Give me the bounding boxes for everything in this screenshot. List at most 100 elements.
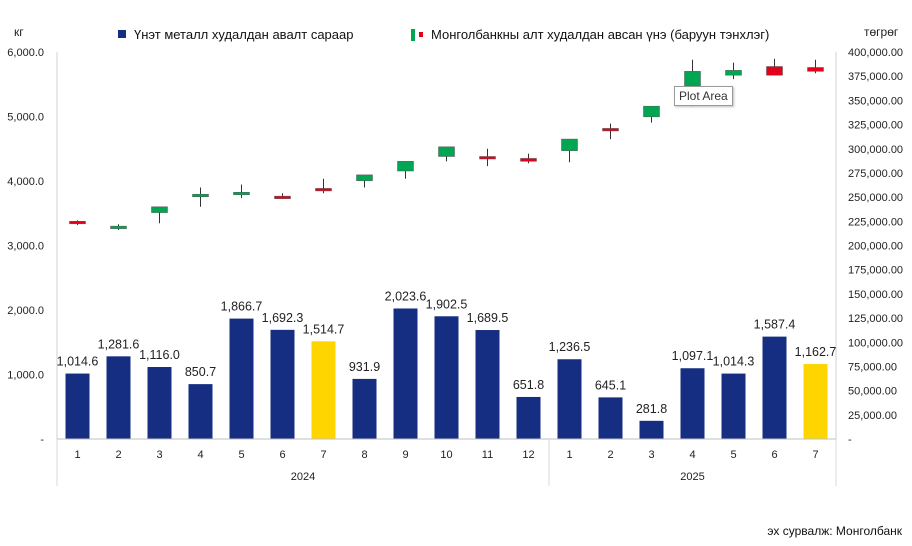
svg-text:кг: кг [14, 25, 24, 39]
legend-swatch-bars [118, 30, 126, 38]
bar [721, 373, 746, 439]
left-tick-label: 1,000.0 [7, 370, 44, 382]
month-tick-label: 4 [197, 449, 203, 461]
candle-down [274, 195, 291, 199]
month-tick-label: 1 [566, 449, 572, 461]
left-tick-label: 3,000.0 [7, 241, 44, 253]
candle-up [356, 174, 373, 181]
candle-down [479, 156, 496, 160]
bar-value-label: 850.7 [185, 365, 216, 379]
bar-value-label: 1,692.3 [262, 311, 304, 325]
left-tick-label: 5,000.0 [7, 112, 44, 124]
legend-swatch-candle-down [419, 32, 423, 37]
bar-value-label: 1,162.7 [795, 345, 837, 359]
bar-value-label: 281.8 [636, 402, 667, 416]
bar-value-label: 1,097.1 [672, 349, 714, 363]
right-tick-label: 375,000.00 [848, 71, 903, 83]
bar-value-label: 1,281.6 [98, 337, 140, 351]
bar [803, 364, 828, 439]
candle-down [69, 221, 86, 225]
month-tick-label: 6 [771, 449, 777, 461]
candle-up [151, 206, 168, 213]
bar [147, 367, 172, 439]
candlestick-series [69, 58, 824, 231]
left-tick-label: 6,000.0 [7, 47, 44, 59]
year-label: 2024 [291, 471, 315, 483]
bar [639, 420, 664, 439]
plot-area-tooltip: Plot Area [674, 86, 733, 106]
source-note: эх сурвалж: Монголбанк [767, 524, 902, 538]
month-tick-label: 1 [74, 449, 80, 461]
right-axis: 400,000.00 375,000.00 350,000.00 325,000.00… [835, 47, 903, 446]
bar-value-label: 1,014.3 [713, 355, 755, 369]
month-tick-label: 7 [320, 449, 326, 461]
candle-up [397, 161, 414, 172]
candle-down [520, 158, 537, 162]
bar-value-label: 651.8 [513, 378, 544, 392]
left-tick-label: 4,000.0 [7, 176, 44, 188]
bar-value-label: 1,236.5 [549, 340, 591, 354]
right-tick-label: 100,000.00 [848, 337, 903, 349]
bar [475, 330, 500, 439]
right-tick-label: 175,000.00 [848, 265, 903, 277]
candle-down [602, 128, 619, 132]
month-tick-label: 12 [522, 449, 534, 461]
right-tick-label: 50,000.00 [848, 386, 897, 398]
right-tick-label: 400,000.00 [848, 47, 903, 59]
year-label: 2025 [680, 471, 704, 483]
svg-text:төгрөг: төгрөг [864, 25, 899, 39]
right-tick-label: 300,000.00 [848, 144, 903, 156]
bar [188, 384, 213, 439]
bar [598, 397, 623, 439]
month-tick-label: 5 [238, 449, 244, 461]
left-axis: 6,000.0 5,000.0 4,000.0 3,000.0 2,000.0 1,000… [7, 47, 58, 446]
month-tick-label: 9 [402, 449, 408, 461]
month-tick-label: 8 [361, 449, 367, 461]
month-tick-label: 3 [648, 449, 654, 461]
bar [229, 318, 254, 439]
left-tick-label: - [40, 434, 44, 446]
legend-label-bars: Үнэт металл худалдан авалт сараар [134, 27, 353, 42]
right-tick-label: 150,000.00 [848, 289, 903, 301]
month-tick-label: 11 [482, 449, 493, 461]
month-tick-label: 10 [440, 449, 452, 461]
bar-series: 1,014.6 1,281.61,116.0 850.7 1,866.71,692.3… [57, 289, 837, 439]
bar-value-label: 931.9 [349, 360, 380, 374]
candle-down [315, 188, 332, 192]
bar [557, 359, 582, 439]
candle-up [561, 138, 578, 151]
bar-value-label: 1,514.7 [303, 322, 345, 336]
bar [680, 368, 705, 439]
bar [762, 336, 787, 439]
left-tick-label: 2,000.0 [7, 305, 44, 317]
right-tick-label: 75,000.00 [848, 361, 897, 373]
month-tick-label: 5 [730, 449, 736, 461]
candle-up [110, 225, 127, 229]
right-tick-label: 325,000.00 [848, 120, 903, 132]
month-tick-label: 7 [812, 449, 818, 461]
bar [516, 396, 541, 439]
bar [311, 341, 336, 439]
bar-value-label: 2,023.6 [385, 289, 427, 303]
bar-value-label: 645.1 [595, 378, 626, 392]
candle-up [643, 105, 660, 118]
candle-down [807, 67, 824, 72]
bar [393, 308, 418, 439]
right-tick-label: - [848, 434, 852, 446]
bar-value-label: 1,116.0 [139, 348, 180, 362]
right-tick-label: 125,000.00 [848, 313, 903, 325]
month-tick-label: 6 [279, 449, 285, 461]
bar [352, 378, 377, 439]
legend-label-candles: Монголбанкны алт худалдан авсан үнэ (бар… [431, 27, 769, 42]
right-tick-label: 275,000.00 [848, 168, 903, 180]
bar-value-label: 1,587.4 [754, 318, 796, 332]
bar [270, 329, 295, 439]
bar-value-label: 1,689.5 [467, 311, 509, 325]
legend: Үнэт металл худалдан авалт сараар Монголб… [118, 27, 769, 42]
right-tick-label: 25,000.00 [848, 410, 897, 422]
candle-up [233, 192, 250, 196]
bar-value-label: 1,866.7 [221, 300, 263, 314]
bar [65, 373, 90, 439]
